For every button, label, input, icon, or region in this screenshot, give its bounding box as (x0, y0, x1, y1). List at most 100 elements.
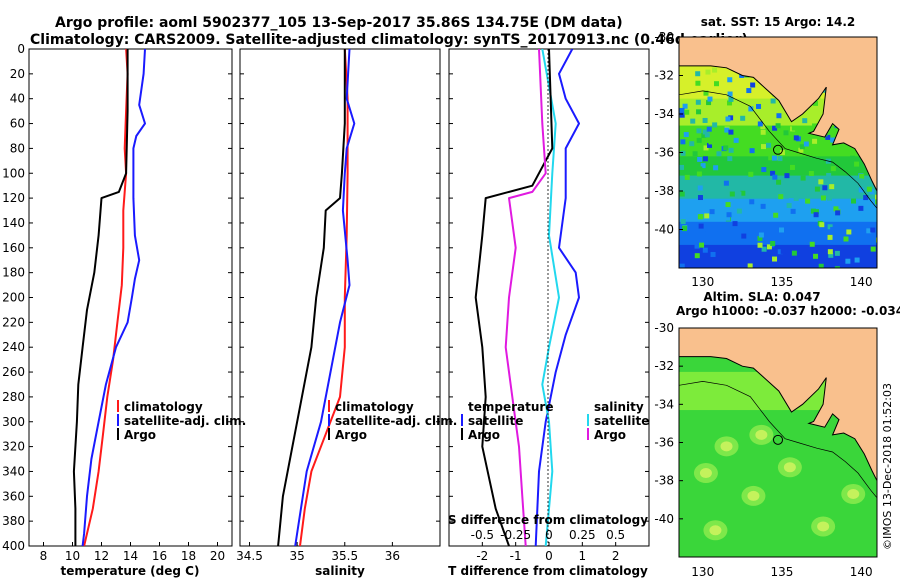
salinity-series (277, 49, 356, 546)
sst-pixel (725, 202, 731, 208)
sst-pixel (809, 241, 815, 247)
sst-pixel (791, 250, 797, 256)
depth-tick-label: 140 (2, 216, 25, 230)
sst-pixel (699, 242, 705, 248)
depth-tick-label: 160 (2, 241, 25, 255)
depth-tick-label: 320 (2, 440, 25, 454)
temperature-xlabel: temperature (deg C) (61, 564, 200, 578)
sst-pixel (696, 171, 702, 177)
sst-pixel (846, 229, 852, 235)
depth-tick-label: 40 (10, 92, 25, 106)
sst-pixel (784, 173, 790, 179)
lon-tick-label: 130 (691, 565, 714, 579)
sst-pixel (741, 233, 747, 239)
series-line-climatology (83, 49, 129, 546)
series-line-argo (277, 49, 346, 546)
sst-pixel (696, 128, 702, 134)
sst-pixel (870, 246, 876, 252)
sst-pixel (760, 129, 766, 135)
depth-tick-label: 20 (10, 67, 25, 81)
lat-tick-label: -40 (654, 223, 674, 237)
sst-pixel (683, 132, 689, 138)
sst-pixel (766, 142, 772, 148)
sla-anomaly-core (817, 521, 830, 532)
sla-anomaly-core (755, 429, 768, 440)
sst-pixel (819, 222, 825, 228)
sst-pixel (714, 81, 720, 87)
sst-pixel (684, 109, 690, 115)
sst-pixel (813, 212, 819, 218)
sst-pixel (818, 179, 824, 185)
difference-top-xlabel: S difference from climatology (448, 513, 648, 527)
sst-pixel (757, 242, 763, 248)
sst-pixel (680, 219, 686, 225)
sst-pixel (698, 223, 704, 229)
top-tick-label: 0 (545, 528, 553, 542)
sst-pixel (727, 77, 733, 83)
x-tick-label: 36 (385, 549, 400, 563)
sst-pixel (757, 236, 763, 242)
sst-pixel (705, 231, 711, 237)
sst-pixel (757, 121, 763, 127)
sst-pixel (820, 195, 826, 201)
sst-pixel (775, 123, 781, 129)
sst-pixel (746, 88, 752, 94)
depth-tick-label: 0 (17, 42, 25, 56)
coastline (679, 356, 877, 557)
sst-pixel (727, 156, 733, 162)
sst-pixel (682, 103, 688, 109)
sst-pixel (851, 198, 857, 204)
sla-anomaly-core (783, 462, 796, 473)
sla-map (679, 328, 877, 557)
salinity-plot-frame (239, 48, 441, 547)
sst-pixel (854, 161, 860, 167)
sst-pixel (701, 132, 707, 138)
x-tick-label: 20 (210, 549, 225, 563)
lat-tick-label: -30 (654, 321, 674, 335)
sst-pixel (706, 126, 712, 132)
sla-map-title-line1: Altim. SLA: 0.047 (703, 290, 820, 304)
sla-anomaly-core (699, 468, 712, 479)
sst-pixel (805, 198, 811, 204)
sst-pixel (875, 199, 877, 205)
sst-pixel (870, 253, 876, 259)
sst-band (679, 244, 877, 268)
sst-pixel (870, 227, 876, 233)
sst-pixel (712, 226, 718, 232)
sst-pixel (748, 106, 754, 112)
sla-anomaly-core (720, 441, 733, 452)
depth-tick-label: 260 (2, 365, 25, 379)
sst-pixel (866, 186, 872, 192)
sst-pixel (761, 144, 767, 150)
series-line-argo (72, 49, 129, 546)
legend-t-satellite: satellite (468, 414, 523, 428)
depth-tick-label: 400 (2, 539, 25, 553)
sst-pixel (702, 156, 708, 162)
sst-pixel (826, 195, 832, 201)
sst-pixel (799, 144, 805, 150)
sst-pixel (858, 205, 864, 211)
sst-pixel (850, 155, 856, 161)
sst-pixel (712, 67, 718, 73)
x-tick-label: 35.5 (331, 549, 358, 563)
sst-pixel (713, 165, 719, 171)
lat-tick-label: -34 (654, 397, 674, 411)
sst-pixel (772, 256, 778, 262)
temperature-plot-frame (28, 48, 233, 547)
sst-pixel (710, 251, 716, 257)
depth-tick-label: 80 (10, 141, 25, 155)
sst-pixel (779, 227, 785, 233)
sst-pixel (835, 210, 841, 216)
difference-legend: temperature satellite Argo salinity sate… (461, 400, 649, 442)
depth-tick-label: 120 (2, 191, 25, 205)
sst-pixel (818, 263, 824, 268)
series-line-s-satellite (541, 49, 560, 546)
sst-pixel (704, 213, 710, 219)
sst-pixel (788, 198, 794, 204)
sla-anomaly-core (709, 525, 722, 536)
sst-pixel (727, 100, 733, 106)
sst-pixel (770, 170, 776, 176)
sst-pixel (695, 80, 701, 86)
depth-tick-label: 240 (2, 340, 25, 354)
